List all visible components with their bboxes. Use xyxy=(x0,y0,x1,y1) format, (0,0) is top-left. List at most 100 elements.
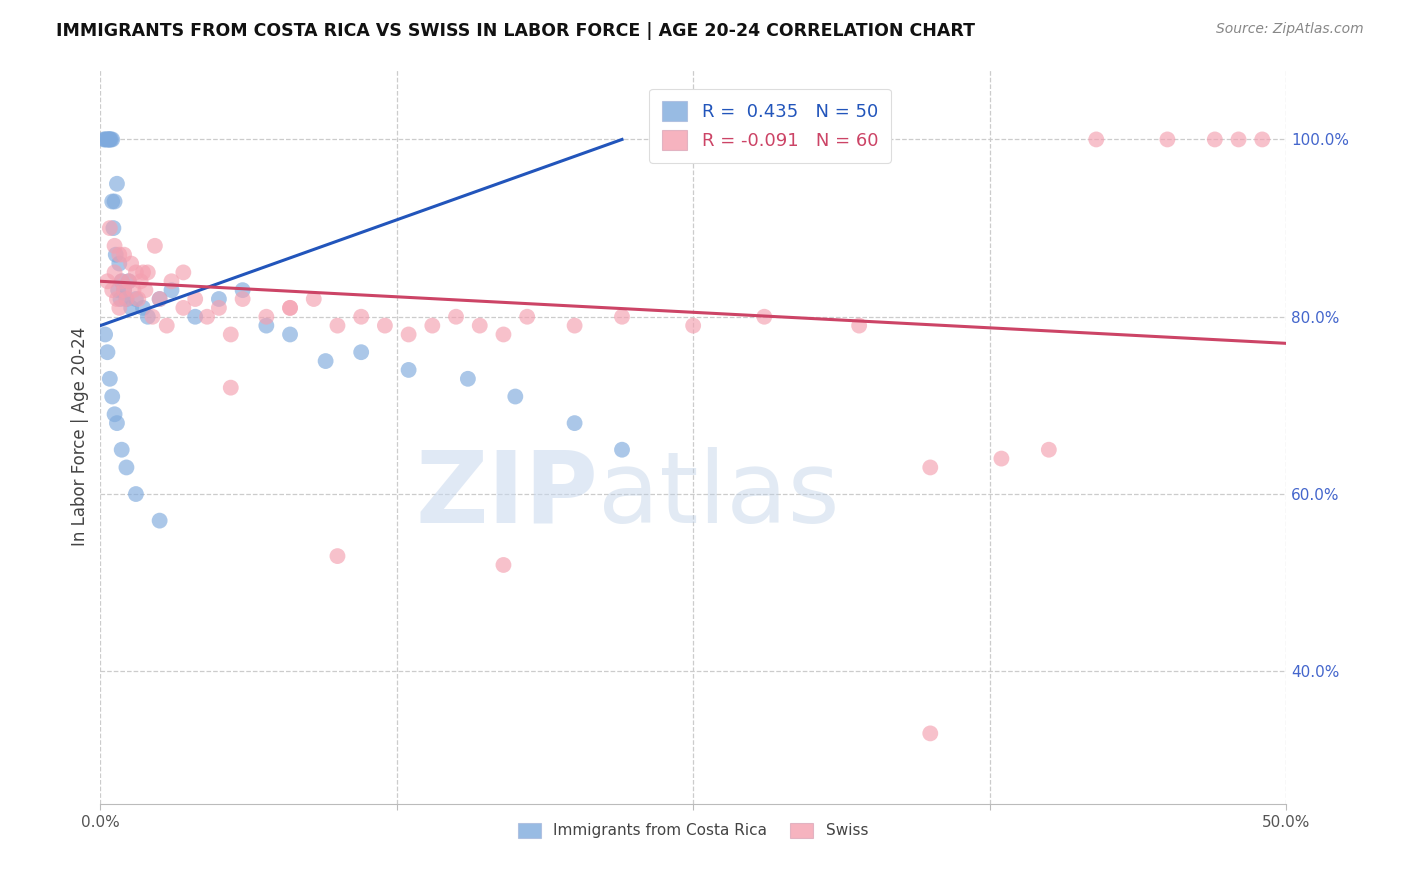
Point xyxy=(232,283,254,297)
Point xyxy=(195,310,218,324)
Point xyxy=(848,318,870,333)
Point xyxy=(103,407,125,421)
Point xyxy=(610,310,633,324)
Point xyxy=(172,265,194,279)
Point xyxy=(96,132,118,146)
Point xyxy=(98,221,121,235)
Point xyxy=(278,301,301,315)
Point xyxy=(103,239,125,253)
Point xyxy=(1251,132,1274,146)
Point xyxy=(96,132,118,146)
Text: ZIP: ZIP xyxy=(415,447,599,544)
Point xyxy=(112,283,135,297)
Point xyxy=(111,442,134,457)
Point xyxy=(104,248,127,262)
Point xyxy=(682,318,704,333)
Point xyxy=(134,283,156,297)
Point xyxy=(457,372,479,386)
Point xyxy=(149,292,172,306)
Point xyxy=(149,514,172,528)
Point xyxy=(115,292,138,306)
Point xyxy=(172,301,194,315)
Point xyxy=(120,256,142,270)
Point xyxy=(160,274,183,288)
Point xyxy=(132,265,155,279)
Point xyxy=(105,177,128,191)
Point xyxy=(125,265,148,279)
Point xyxy=(97,132,120,146)
Point xyxy=(101,390,124,404)
Point xyxy=(398,363,420,377)
Point xyxy=(103,221,125,235)
Point xyxy=(350,345,373,359)
Point xyxy=(564,318,586,333)
Legend: Immigrants from Costa Rica, Swiss: Immigrants from Costa Rica, Swiss xyxy=(512,817,875,845)
Point xyxy=(125,292,148,306)
Point xyxy=(444,310,467,324)
Point xyxy=(118,274,141,288)
Text: Source: ZipAtlas.com: Source: ZipAtlas.com xyxy=(1216,22,1364,37)
Point xyxy=(118,274,141,288)
Point xyxy=(143,239,166,253)
Point xyxy=(136,265,159,279)
Point xyxy=(108,248,131,262)
Point xyxy=(1204,132,1226,146)
Point xyxy=(1085,132,1108,146)
Point xyxy=(920,460,942,475)
Point xyxy=(100,132,122,146)
Point xyxy=(107,283,129,297)
Point xyxy=(219,327,242,342)
Point xyxy=(97,132,120,146)
Point xyxy=(93,132,115,146)
Point xyxy=(564,416,586,430)
Point xyxy=(1156,132,1178,146)
Y-axis label: In Labor Force | Age 20-24: In Labor Force | Age 20-24 xyxy=(72,326,89,546)
Point xyxy=(98,132,121,146)
Point xyxy=(219,381,242,395)
Point xyxy=(315,354,337,368)
Point xyxy=(420,318,443,333)
Point xyxy=(160,283,183,297)
Point xyxy=(125,487,148,501)
Point xyxy=(132,301,155,315)
Point xyxy=(754,310,776,324)
Point xyxy=(610,442,633,457)
Point xyxy=(96,274,118,288)
Point xyxy=(184,310,207,324)
Point xyxy=(492,558,515,572)
Point xyxy=(492,327,515,342)
Point xyxy=(108,301,131,315)
Point xyxy=(350,310,373,324)
Point xyxy=(141,310,163,324)
Point xyxy=(129,274,152,288)
Point xyxy=(302,292,325,306)
Text: atlas: atlas xyxy=(599,447,839,544)
Point xyxy=(105,416,128,430)
Point xyxy=(111,274,134,288)
Point xyxy=(208,301,231,315)
Point xyxy=(254,310,277,324)
Point xyxy=(326,549,349,563)
Point xyxy=(136,310,159,324)
Point xyxy=(127,292,149,306)
Point xyxy=(105,292,128,306)
Point xyxy=(112,248,135,262)
Point xyxy=(110,292,132,306)
Point xyxy=(98,372,121,386)
Point xyxy=(232,292,254,306)
Point xyxy=(156,318,179,333)
Point xyxy=(94,327,117,342)
Point xyxy=(103,194,125,209)
Point xyxy=(208,292,231,306)
Point xyxy=(120,301,142,315)
Point xyxy=(111,274,134,288)
Point xyxy=(115,292,138,306)
Point xyxy=(374,318,396,333)
Point xyxy=(101,132,124,146)
Point xyxy=(94,132,117,146)
Point xyxy=(101,194,124,209)
Point xyxy=(1038,442,1060,457)
Text: IMMIGRANTS FROM COSTA RICA VS SWISS IN LABOR FORCE | AGE 20-24 CORRELATION CHART: IMMIGRANTS FROM COSTA RICA VS SWISS IN L… xyxy=(56,22,976,40)
Point xyxy=(98,132,121,146)
Point xyxy=(108,256,131,270)
